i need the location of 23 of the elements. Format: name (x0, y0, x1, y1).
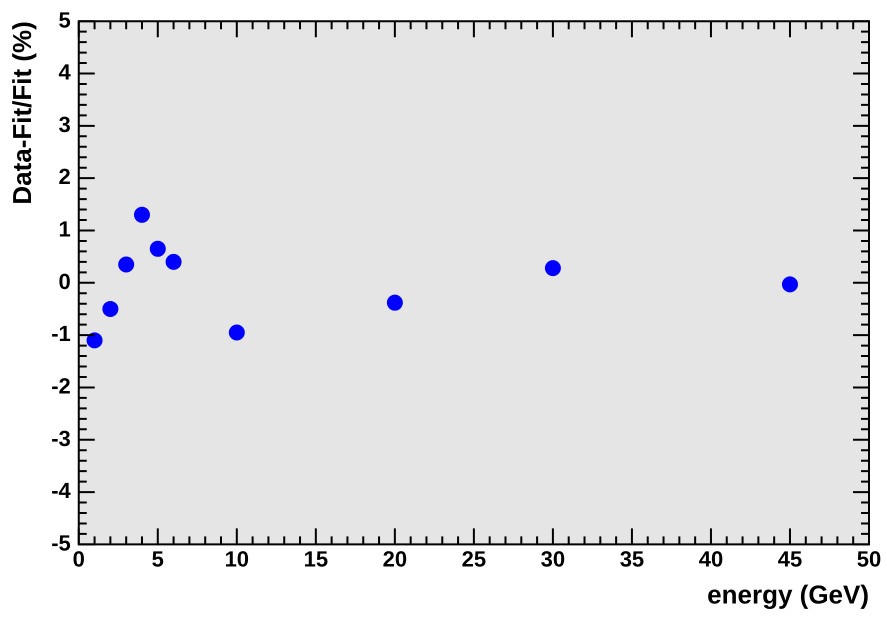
y-tick-label: 4 (58, 60, 72, 85)
y-axis-title: Data-Fit/Fit (%) (6, 21, 37, 205)
y-tick-label: -1 (51, 321, 71, 346)
y-tick-label: -5 (51, 530, 71, 556)
y-tick-label: 5 (58, 7, 71, 32)
x-tick-label: 20 (382, 546, 408, 572)
x-tick-label: 50 (856, 546, 882, 572)
y-tick-label: 2 (58, 164, 71, 190)
x-tick-label: 15 (304, 546, 328, 572)
x-tick-label: 30 (540, 546, 566, 572)
y-tick-label: 0 (58, 268, 71, 294)
y-tick-label: -2 (51, 374, 71, 399)
y-tick-label: -3 (51, 426, 71, 451)
x-tick-label: 10 (224, 546, 250, 572)
x-axis-title: energy (GeV) (707, 580, 869, 610)
y-tick-label: 3 (58, 112, 71, 137)
x-tick-label: 5 (152, 546, 164, 572)
x-tick-label: 35 (620, 546, 644, 572)
x-tick-label: 40 (698, 546, 724, 572)
x-tick-label: 45 (778, 546, 802, 572)
y-tick-label: -4 (51, 478, 72, 504)
y-tick-label: 1 (58, 216, 71, 242)
x-tick-label: 25 (462, 546, 486, 572)
